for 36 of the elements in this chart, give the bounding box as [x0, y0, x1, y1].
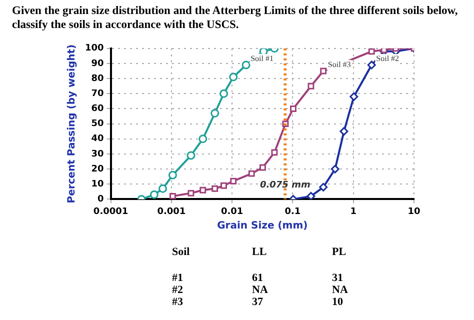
text: #2 — [172, 284, 184, 296]
x-tick-label: 10 — [408, 206, 420, 217]
ref-line-label: 0.075 mm — [260, 180, 310, 191]
y-tick-label: 80 — [91, 74, 104, 84]
y-tick-label: 40 — [91, 134, 104, 144]
text: NA — [332, 284, 349, 296]
annotation: Soil #3 — [328, 60, 351, 70]
x-tick-label: 1 — [350, 206, 356, 217]
text: #3 — [172, 296, 184, 308]
y-tick-label: 70 — [91, 88, 104, 99]
chart-title: Given the grain size distribution and the Atterberg Limits of the three different soils below, classify the soils in accordance with the USCS. — [11, 4, 459, 32]
x-axis-title: Grain Size (mm) — [217, 220, 308, 232]
text: NA — [252, 284, 269, 296]
y-axis-title: Percent Passing (by weight) — [66, 44, 78, 204]
text: 37 — [252, 296, 264, 308]
y-tick-label: 90 — [91, 58, 104, 69]
text: LL — [252, 246, 268, 258]
text: PL — [332, 246, 348, 258]
text: 61 — [252, 272, 264, 284]
y-tick-label: 0 — [98, 194, 104, 205]
y-tick-label: 60 — [91, 104, 104, 114]
y-tick-label: 30 — [91, 149, 104, 160]
x-tick-label: 0.0001 — [93, 206, 128, 217]
y-tick-label: 10 — [91, 179, 104, 190]
y-tick-label: 50 — [91, 119, 104, 130]
text: Soil — [172, 246, 191, 258]
x-tick-label: 0.01 — [220, 206, 244, 217]
text: 10 — [332, 296, 344, 308]
annotation: Soil #1 — [250, 54, 274, 64]
text: 31 — [332, 272, 344, 284]
annotation: Soil #2 — [376, 54, 400, 64]
y-tick-label: 100 — [84, 44, 104, 54]
x-tick-label: 0.001 — [157, 206, 186, 217]
x-tick-label: 0.1 — [284, 206, 301, 217]
y-tick-label: 20 — [91, 164, 104, 174]
text: #1 — [172, 272, 184, 284]
